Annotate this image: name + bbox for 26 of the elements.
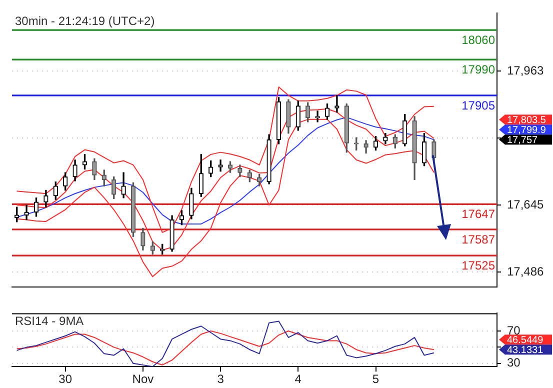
text: 17,799.9 <box>507 124 546 136</box>
y-tick-label: 70 <box>507 323 521 338</box>
x-tick-label: 4 <box>294 372 302 386</box>
y-tick-label: 17,645 <box>507 197 544 212</box>
candlestick <box>218 160 223 172</box>
chart-title: 30min - 21:24:19 (UTC+2) <box>15 14 155 28</box>
y-tick-label: 17,486 <box>507 264 544 278</box>
x-tick-label: 5 <box>372 372 380 386</box>
text: 17,757 <box>507 134 538 146</box>
x-tick-label: 30 <box>58 372 72 386</box>
ref-line-label: 17647 <box>462 207 496 222</box>
y-tick-label: 30 <box>507 356 521 370</box>
chart-title: RSI14 - 9MA <box>15 314 84 328</box>
text: 17,803.5 <box>507 114 546 126</box>
candlestick <box>24 204 29 220</box>
ref-line-label: 17587 <box>462 232 496 246</box>
x-tick-label: 3 <box>217 372 224 386</box>
y-tick-label: 17,963 <box>507 63 544 78</box>
text: 46.5449 <box>507 334 544 346</box>
ref-line-label: 17525 <box>462 258 496 273</box>
ref-line-label: 18060 <box>462 33 496 48</box>
ref-line-label: 17990 <box>462 62 496 77</box>
candlestick <box>334 95 340 113</box>
x-tick-label: Nov <box>132 372 154 386</box>
text: 43.1331 <box>507 344 544 356</box>
ref-line-label: 17905 <box>462 98 496 112</box>
